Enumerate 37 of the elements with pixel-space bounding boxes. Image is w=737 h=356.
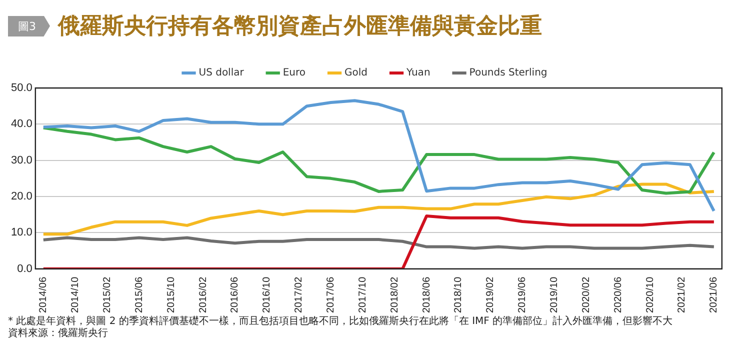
y-tick-label: 20.0 [10, 190, 32, 203]
x-tick-label: 2019/10 [549, 276, 560, 314]
y-tick-label: 40.0 [10, 118, 32, 130]
x-tick-label: 2020/06 [612, 276, 624, 314]
legend-label: Pounds Sterling [469, 68, 548, 79]
legend-label: Gold [344, 68, 368, 79]
text: * 此處是年資料，與圖 2 的季資料評價基礎不一樣，而且包括項目也略不同，比如俄羅斯央行在此將「在 IMF 的準備部位」計入外匯準備，但影響不大 [8, 316, 674, 328]
x-tick-label: 2019/02 [485, 276, 496, 314]
x-tick-label: 2019/06 [517, 276, 528, 314]
x-tick-label: 2018/10 [453, 276, 464, 314]
y-tick-label: 0.0 [17, 262, 32, 275]
x-tick-label: 2017/06 [326, 276, 337, 314]
x-tick-label: 2015/02 [102, 276, 114, 314]
chart-title: 俄羅斯央行持有各幣別資產占外匯準備與黃金比重 [58, 12, 542, 41]
x-tick-label: 2021/02 [676, 276, 688, 314]
y-tick-label: 30.0 [10, 154, 32, 166]
legend-label: Yuan [406, 68, 430, 79]
x-tick-label: 2016/10 [262, 276, 273, 314]
x-tick-label: 2017/10 [357, 276, 368, 314]
x-tick-label: 2018/06 [421, 276, 432, 314]
x-tick-label: 2018/02 [389, 276, 400, 314]
x-tick-label: 2014/06 [38, 276, 50, 314]
x-tick-label: 2015/06 [134, 276, 145, 314]
chart-subtitle: 圖3 [8, 16, 50, 36]
x-tick-label: 2015/10 [166, 276, 177, 314]
legend-label: Euro [282, 68, 306, 79]
x-tick-label: 2016/02 [198, 276, 209, 314]
source-note: 資料來源：俄羅斯央行 [8, 328, 109, 340]
legend-label: US dollar [198, 68, 245, 79]
x-tick-label: 2020/02 [580, 276, 592, 314]
y-tick-label: 50.0 [10, 82, 32, 94]
y-tick-label: 10.0 [10, 226, 32, 239]
x-tick-label: 2014/10 [70, 276, 82, 314]
x-tick-label: 2021/06 [708, 276, 720, 314]
x-tick-label: 2017/02 [294, 276, 305, 314]
x-tick-label: 2020/10 [644, 276, 656, 314]
x-tick-label: 2016/06 [230, 276, 241, 314]
